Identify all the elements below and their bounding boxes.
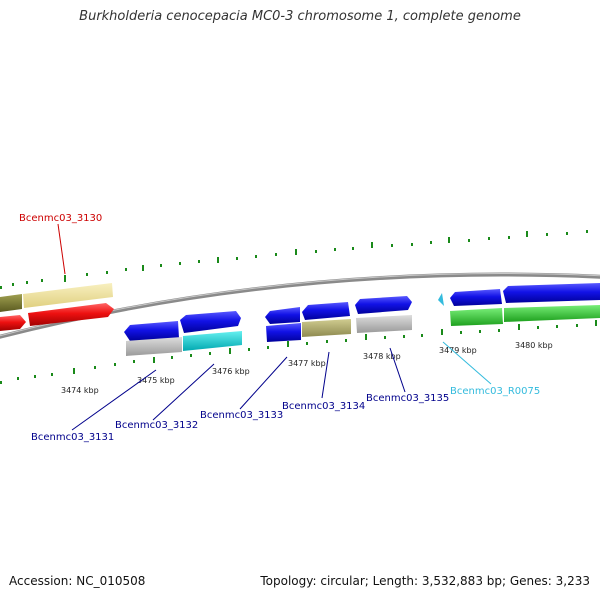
- inner-tick-row: [0, 320, 597, 384]
- gene-label-bcenmc03-3132[interactable]: Bcenmc03_3132: [115, 420, 198, 431]
- feature-row-right: [438, 283, 600, 326]
- gene-label-bcenmc03-3135[interactable]: Bcenmc03_3135: [366, 393, 449, 404]
- feature-row-left: [0, 283, 114, 331]
- gene-label-bcenmc03-3133[interactable]: Bcenmc03_3133: [200, 410, 283, 421]
- accession-text: Accession: NC_010508: [9, 574, 146, 588]
- kbp-label-1: 3475 kbp: [137, 376, 175, 385]
- gene-label-bcenmc03-3130[interactable]: Bcenmc03_3130: [19, 213, 102, 224]
- kbp-label-2: 3476 kbp: [212, 367, 250, 376]
- gene-label-bcenmc03-3134[interactable]: Bcenmc03_3134: [282, 401, 365, 412]
- gene-label-bcenmc03-3131[interactable]: Bcenmc03_3131: [31, 432, 114, 443]
- map-title: Burkholderia cenocepacia MC0-3 chromosom…: [79, 9, 521, 24]
- kbp-labels: 3474 kbp 3475 kbp 3476 kbp 3477 kbp 3478…: [61, 341, 553, 395]
- kbp-label-5: 3479 kbp: [439, 346, 477, 355]
- gene-labels: Bcenmc03_3130 Bcenmc03_3131 Bcenmc03_313…: [19, 213, 540, 443]
- kbp-label-6: 3480 kbp: [515, 341, 553, 350]
- topology-summary: Topology: circular; Length: 3,532,883 bp…: [260, 574, 590, 588]
- kbp-label-3: 3477 kbp: [288, 359, 326, 368]
- outer-tick-row: [0, 230, 588, 289]
- leader-lines: [57, 223, 492, 431]
- feature-row-center: [124, 296, 412, 356]
- kbp-label-4: 3478 kbp: [363, 352, 401, 361]
- kbp-label-0: 3474 kbp: [61, 386, 99, 395]
- gene-label-bcenmc03-r0075[interactable]: Bcenmc03_R0075: [450, 386, 540, 397]
